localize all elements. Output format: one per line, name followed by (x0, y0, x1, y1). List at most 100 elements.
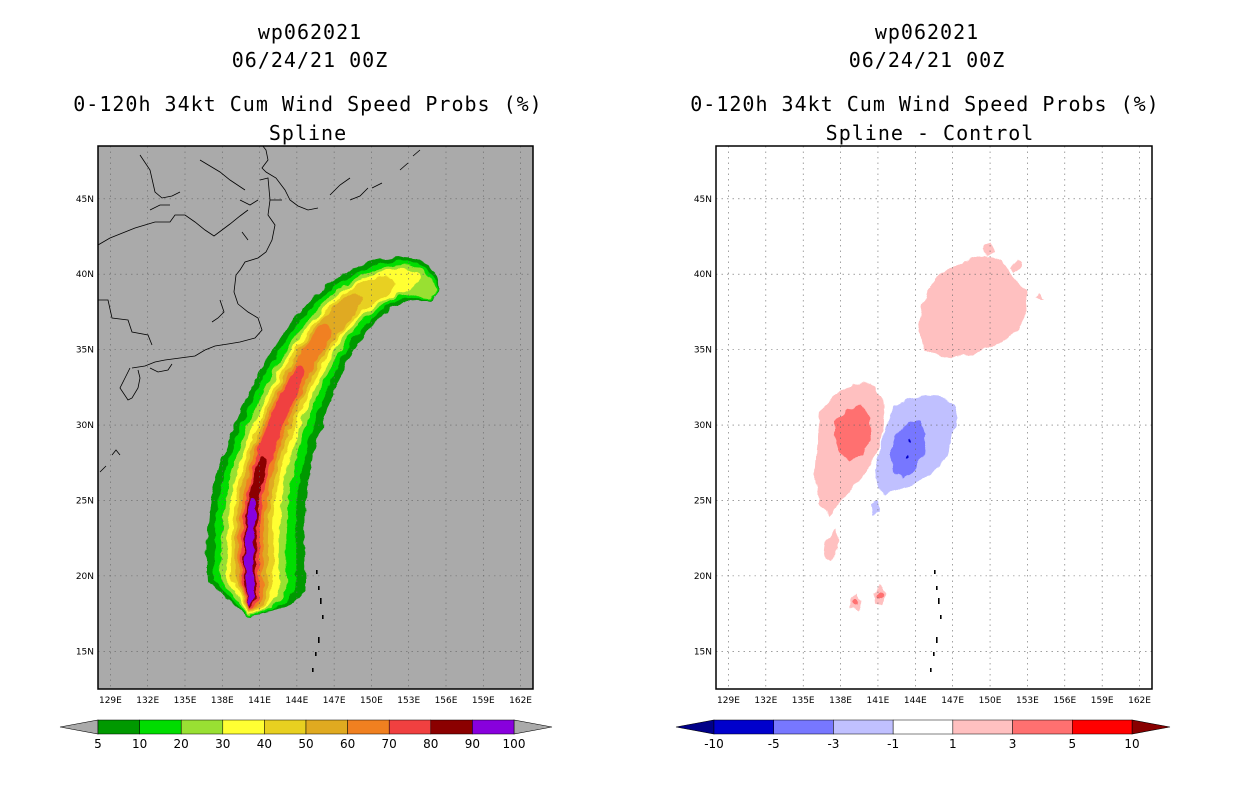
colorbar-swatch (773, 719, 834, 735)
colorbar-label: 80 (423, 737, 438, 751)
right-x-tick-label: 159E (1091, 696, 1114, 706)
right-x-tick-label: 144E (904, 696, 927, 706)
left-y-tick-label: 30N (76, 421, 94, 431)
colorbar-extend-low (59, 719, 99, 735)
left-y-tick-label: 35N (76, 346, 94, 356)
colorbar-swatch (139, 719, 182, 735)
colorbar-label: 1 (949, 737, 957, 751)
colorbar-label: 3 (1009, 737, 1017, 751)
colorbar-label: -10 (704, 737, 724, 751)
colorbar-swatch (952, 719, 1013, 735)
right-y-tick-label: 25N (694, 496, 712, 506)
right-gridlines (716, 146, 1152, 689)
diff-neg-dot-a (908, 439, 912, 443)
right-x-tick-label: 156E (1053, 696, 1076, 706)
right-subtitle: Spline - Control (825, 121, 1035, 145)
diff-neg-dot-b (904, 455, 908, 459)
colorbar-label: 90 (465, 737, 480, 751)
left-x-tick-label: 132E (136, 696, 159, 706)
left-x-tick-label: 144E (285, 696, 308, 706)
prob-band-50 (234, 293, 362, 611)
left-x-tick-label: 156E (435, 696, 458, 706)
diff-pos-north-speck-3 (1035, 292, 1044, 300)
left-x-tick-label: 147E (323, 696, 346, 706)
left-x-tick-label: 129E (99, 696, 122, 706)
colorbar-extend-high (513, 719, 553, 735)
right-y-tick-label: 15N (694, 647, 712, 657)
colorbar-label: 5 (94, 737, 102, 751)
right-x-tick-label: 147E (941, 696, 964, 706)
right-x-tick-label: 153E (1016, 696, 1039, 706)
colorbar-label: 20 (174, 737, 189, 751)
colorbar-extend-low (675, 719, 715, 735)
prob-band-70 (241, 365, 305, 608)
left-x-tick-label: 141E (248, 696, 271, 706)
colorbar-swatch (347, 719, 390, 735)
colorbar-label: 50 (298, 737, 313, 751)
left-axis-ticks: 129E 132E 135E 138E 141E 144E 147E 150E 153E 156E… (76, 195, 532, 706)
colorbar-swatch (388, 719, 432, 735)
left-coastlines (98, 146, 421, 473)
colorbar-label: 5 (1068, 737, 1076, 751)
right-x-tick-label: 129E (717, 696, 740, 706)
colorbar-swatch (892, 719, 954, 735)
colorbar-label: 100 (503, 737, 526, 751)
colorbar-swatch (264, 719, 307, 735)
colorbar-swatch (1012, 719, 1073, 735)
colorbar-label: 10 (1124, 737, 1139, 751)
right-map-frame (715, 145, 1153, 690)
right-x-tick-label: 135E (792, 696, 815, 706)
diff-pos-spot-b-dark (876, 592, 884, 600)
left-x-tick-label: 159E (472, 696, 495, 706)
diff-neg-speck (870, 500, 880, 515)
left-x-tick-label: 162E (509, 696, 532, 706)
right-x-tick-label: 132E (754, 696, 777, 706)
right-axis-ticks: 129E 132E 135E 138E 141E 144E 147E 150E 153E 156E… (694, 195, 1151, 706)
prob-band-60 (238, 324, 331, 610)
diff-pos-north-light (918, 255, 1028, 358)
left-colorbar: 5 10 20 30 40 50 60 70 80 90 100 (59, 719, 553, 751)
colorbar-extend-high (1131, 719, 1171, 735)
right-datetime: 06/24/21 00Z (848, 48, 1006, 72)
left-y-tick-label: 40N (76, 270, 94, 280)
colorbar-swatch (222, 719, 265, 735)
left-subtitle: Spline (268, 121, 348, 145)
right-islands (930, 570, 942, 672)
colorbar-swatch (305, 719, 348, 735)
right-y-tick-label: 40N (694, 270, 712, 280)
diff-pos-south-tail (824, 530, 838, 560)
right-colorbar: -10 -5 -3 -1 1 3 5 10 (675, 719, 1171, 751)
diff-pos-north-speck-2 (1010, 260, 1022, 272)
right-x-tick-label: 138E (829, 696, 852, 706)
right-y-tick-label: 20N (694, 572, 712, 582)
right-x-tick-label: 141E (867, 696, 890, 706)
colorbar-swatch (180, 719, 224, 735)
diff-neg-dark (890, 420, 925, 478)
colorbar-label: 60 (340, 737, 355, 751)
left-y-tick-label: 25N (76, 496, 94, 506)
colorbar-swatch (472, 719, 515, 735)
left-x-tick-label: 153E (397, 696, 420, 706)
left-map-frame (97, 145, 534, 690)
colorbar-label: 30 (215, 737, 230, 751)
right-title: 0-120h 34kt Cum Wind Speed Probs (%) (690, 92, 1160, 116)
right-difference-contours (815, 242, 1044, 610)
colorbar-swatch (713, 719, 774, 735)
left-gridlines (98, 146, 533, 689)
left-islands (312, 570, 324, 672)
colorbar-swatch (430, 719, 473, 735)
left-title: 0-120h 34kt Cum Wind Speed Probs (%) (73, 92, 543, 116)
colorbar-label: -3 (827, 737, 839, 751)
right-y-tick-label: 30N (694, 421, 712, 431)
left-y-tick-label: 20N (76, 572, 94, 582)
prob-band-40 (230, 276, 394, 613)
right-x-tick-label: 150E (979, 696, 1002, 706)
colorbar-swatch (97, 719, 140, 735)
left-probability-bands (206, 256, 439, 618)
colorbar-label: 10 (132, 737, 147, 751)
left-x-tick-label: 135E (174, 696, 197, 706)
left-y-tick-label: 15N (76, 647, 94, 657)
left-y-tick-label: 45N (76, 195, 94, 205)
colorbar-label: 40 (257, 737, 272, 751)
